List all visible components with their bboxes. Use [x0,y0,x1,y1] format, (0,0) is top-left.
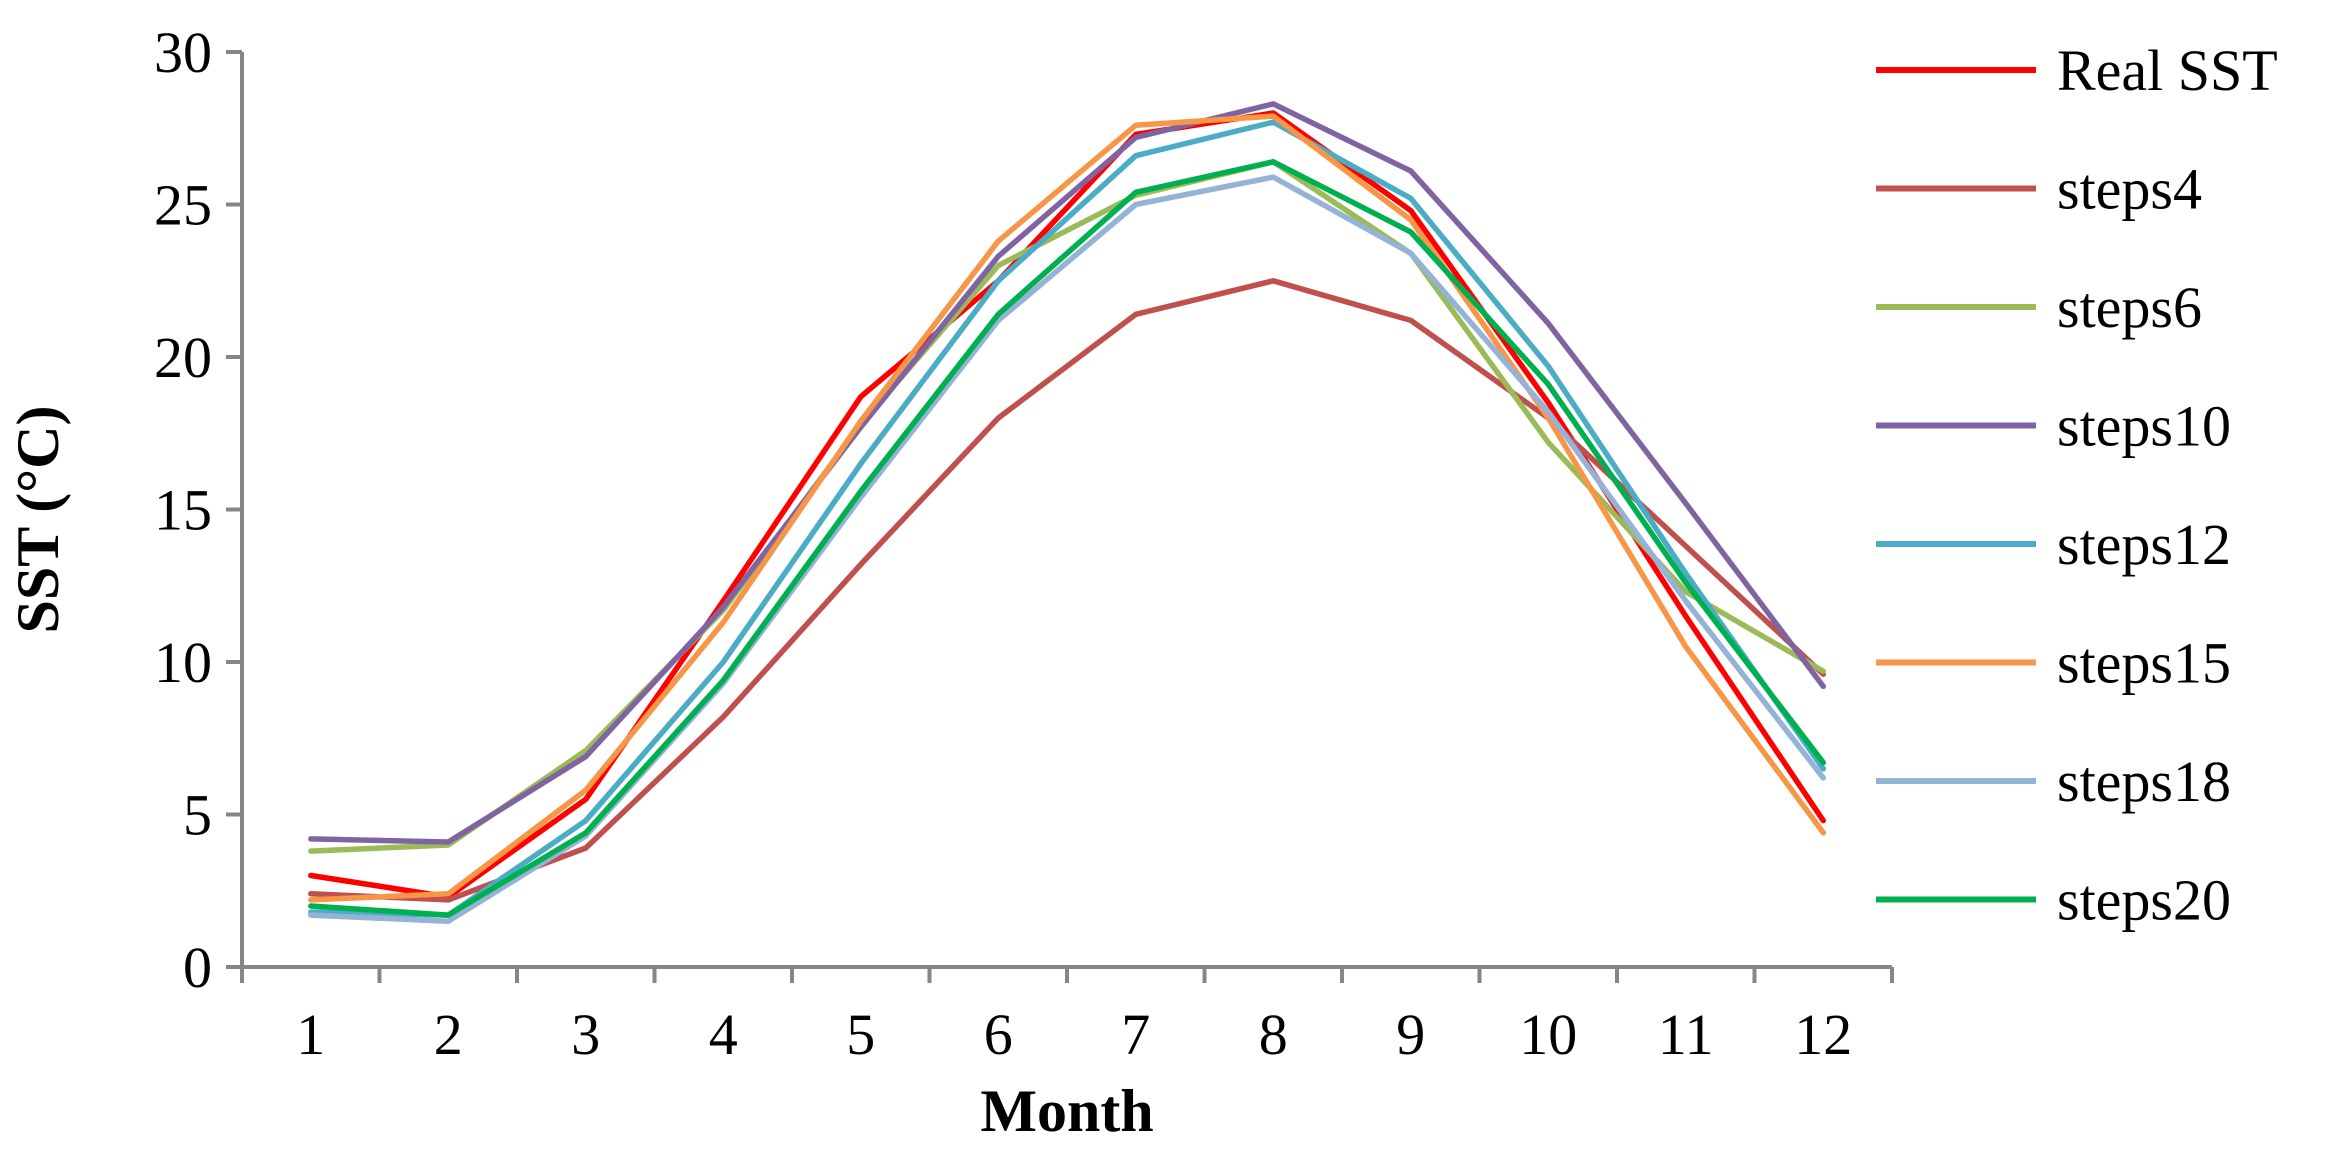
series-line-steps6 [308,159,1827,854]
series-line-steps10 [308,101,1827,845]
legend-label: steps20 [2057,868,2231,933]
legend-item: steps12 [1876,512,2231,577]
series-line-steps12 [308,119,1827,918]
x-tick-label: 2 [434,1002,463,1067]
x-ticks: 1 2 3 4 5 6 7 8 9 10 11 12 [240,967,1894,1067]
y-tick-label: 20 [154,325,212,390]
legend-item: steps4 [1876,157,2202,222]
legend: Real SST steps4 steps6 steps10 steps12 steps1… [1876,38,2278,933]
y-ticks: 0 5 10 15 20 25 30 [154,20,242,1000]
x-tick-label: 4 [709,1002,738,1067]
legend-label: steps15 [2057,631,2231,696]
x-tick-label: 5 [846,1002,875,1067]
y-tick-label: 25 [154,173,212,238]
legend-item: steps10 [1876,394,2231,459]
legend-label: steps18 [2057,749,2231,814]
x-tick-label: 6 [984,1002,1013,1067]
x-tick-label: 8 [1259,1002,1288,1067]
legend-item: Real SST [1876,38,2278,103]
legend-label: steps4 [2057,157,2202,222]
legend-item: steps6 [1876,275,2202,340]
y-tick-label: 5 [183,783,212,848]
y-axis-title: SST (°C) [5,406,71,634]
series-line-steps18 [308,174,1827,925]
legend-item: steps18 [1876,749,2231,814]
legend-label: steps6 [2057,275,2202,340]
series-line-steps15 [308,113,1827,903]
y-tick-label: 30 [154,20,212,85]
x-tick-label: 10 [1519,1002,1577,1067]
legend-label: steps12 [2057,512,2231,577]
x-tick-label: 1 [296,1002,325,1067]
legend-item: steps15 [1876,631,2231,696]
x-tick-label: 12 [1794,1002,1852,1067]
x-tick-label: 3 [571,1002,600,1067]
y-tick-label: 15 [154,478,212,543]
series-line-steps4 [308,278,1827,903]
x-tick-label: 7 [1121,1002,1150,1067]
x-axis-title: Month [980,1078,1153,1144]
y-tick-label: 10 [154,630,212,695]
series-line-steps20 [308,159,1827,918]
legend-label: Real SST [2057,38,2278,103]
y-tick-label: 0 [183,935,212,1000]
legend-label: steps10 [2057,394,2231,459]
x-tick-label: 9 [1396,1002,1425,1067]
legend-item: steps20 [1876,868,2231,933]
x-tick-label: 11 [1658,1002,1714,1067]
series-lines [308,101,1827,925]
